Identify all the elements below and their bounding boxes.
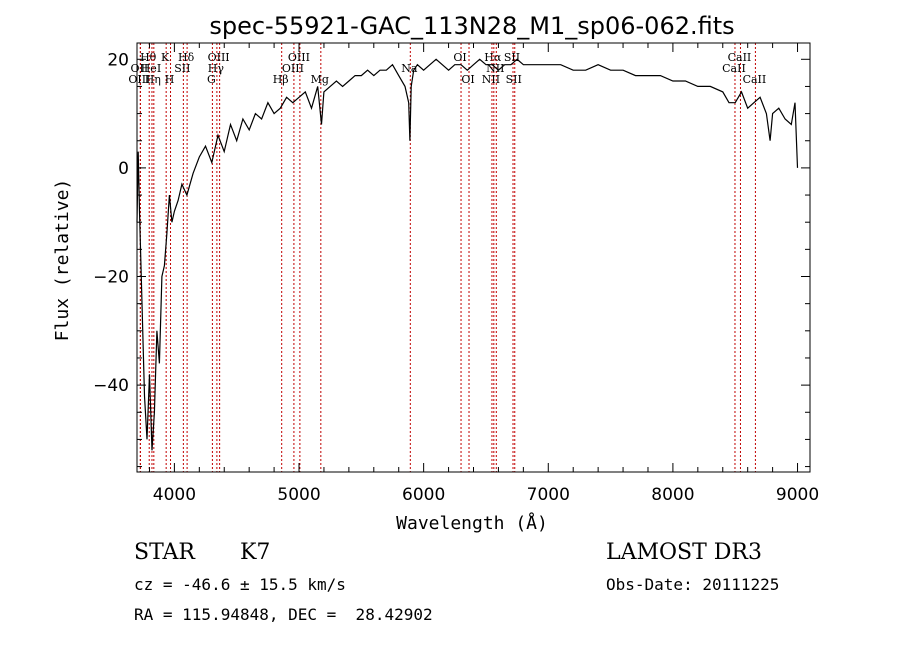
plot-frame bbox=[136, 42, 811, 473]
obs-date: Obs-Date: 20111225 bbox=[606, 575, 780, 594]
y-axis: −40 −20 0 20 bbox=[93, 50, 810, 468]
line-label-2: OIII bbox=[128, 73, 150, 86]
line-label-15: Mg bbox=[311, 73, 329, 86]
line-label-21: NII bbox=[486, 62, 504, 75]
line-label-12: Hβ bbox=[273, 73, 289, 86]
line-label-26: CaII bbox=[743, 73, 767, 86]
object-type: STAR bbox=[134, 540, 195, 565]
y-tick-label-1: −20 bbox=[93, 268, 129, 288]
x-tick-label-5: 9000 bbox=[776, 485, 819, 505]
line-label-14: OIII bbox=[288, 51, 310, 64]
line-label-5: K bbox=[161, 51, 170, 64]
line-label-3: HeI bbox=[141, 62, 161, 75]
x-tick-label-1: 5000 bbox=[277, 485, 320, 505]
ra-dec-coords: RA = 115.94848, DEC = 28.42902 bbox=[134, 605, 433, 624]
line-label-0: Hθ bbox=[140, 51, 157, 64]
flux-series-line bbox=[136, 58, 799, 451]
line-label-1: OII bbox=[131, 62, 149, 75]
line-label-9: OIII bbox=[208, 51, 230, 64]
y-tick-label-2: 0 bbox=[118, 159, 129, 179]
line-label-4: Hη bbox=[145, 73, 161, 86]
line-label-23: SII bbox=[506, 73, 522, 86]
x-axis-label: Wavelength (Å) bbox=[396, 512, 548, 534]
y-tick-label-0: −40 bbox=[93, 376, 129, 396]
redshift-cz: cz = -46.6 ± 15.5 km/s bbox=[134, 575, 346, 594]
line-label-18: OI bbox=[461, 73, 474, 86]
line-label-8: Hδ bbox=[178, 51, 195, 64]
x-axis: 4000 5000 6000 7000 8000 9000 bbox=[148, 43, 819, 505]
chart-title: spec-55921-GAC_113N28_M1_sp06-062.fits bbox=[209, 12, 734, 40]
line-label-20: NII bbox=[482, 73, 500, 86]
y-axis-label: Flux (relative) bbox=[52, 179, 73, 342]
y-tick-label-3: 20 bbox=[107, 50, 129, 70]
line-label-7: SII bbox=[174, 62, 190, 75]
line-label-19: Hα bbox=[484, 51, 502, 64]
x-tick-label-0: 4000 bbox=[153, 485, 196, 505]
line-label-22: SII bbox=[504, 51, 520, 64]
line-label-11: G bbox=[207, 73, 216, 86]
survey-name: LAMOST DR3 bbox=[606, 540, 762, 565]
line-label-25: CaII bbox=[728, 51, 752, 64]
spectral-subclass: K7 bbox=[240, 540, 271, 565]
x-tick-label-4: 8000 bbox=[651, 485, 694, 505]
line-label-17: OI bbox=[453, 51, 466, 64]
x-tick-label-2: 6000 bbox=[402, 485, 445, 505]
line-label-6: H bbox=[165, 73, 175, 86]
line-label-13: OIII bbox=[282, 62, 304, 75]
x-tick-label-3: 7000 bbox=[527, 485, 570, 505]
line-label-24: CaII bbox=[722, 62, 746, 75]
